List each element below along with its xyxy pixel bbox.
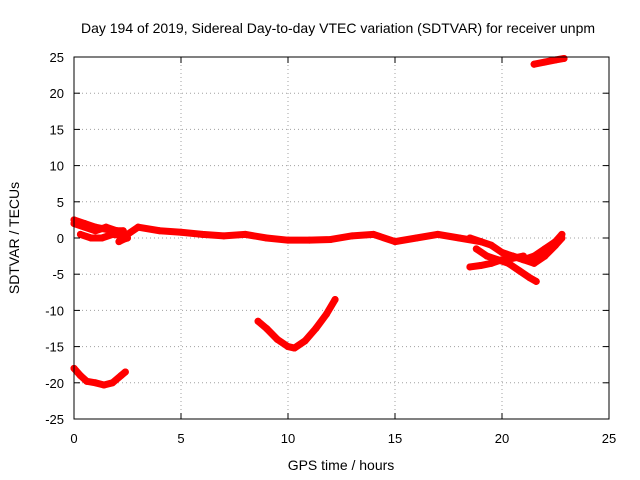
data-point — [477, 238, 485, 246]
data-point — [487, 259, 495, 267]
data-point — [541, 252, 549, 260]
data-point — [552, 56, 559, 64]
data-point — [532, 277, 540, 285]
data-point — [76, 372, 84, 380]
x-tick-label: 5 — [177, 431, 184, 446]
data-point — [76, 230, 84, 238]
y-axis-label: SDTVAR / TECUs — [6, 182, 22, 294]
x-tick-label: 10 — [281, 431, 295, 446]
data-point — [327, 235, 335, 243]
data-point — [177, 228, 185, 236]
data-point — [526, 274, 534, 282]
data-point — [519, 256, 527, 264]
data-point — [81, 220, 89, 228]
data-point — [466, 263, 474, 271]
data-point — [323, 310, 331, 318]
data-point — [498, 248, 506, 256]
data-point — [331, 296, 339, 304]
data-point — [560, 54, 568, 62]
data-point — [109, 379, 117, 387]
y-tick-label: -5 — [52, 267, 64, 282]
data-point — [220, 232, 228, 240]
data-point — [348, 232, 356, 240]
y-tick-label: 25 — [50, 50, 64, 65]
data-point — [284, 343, 292, 351]
data-point — [273, 335, 281, 343]
data-point — [100, 381, 108, 389]
x-tick-label: 15 — [388, 431, 402, 446]
data-point — [472, 245, 480, 253]
data-point — [412, 234, 420, 242]
data-point — [198, 230, 206, 238]
chart-series-group — [70, 54, 568, 389]
x-tick-label: 20 — [495, 431, 509, 446]
data-point — [455, 234, 463, 242]
x-tick-label: 0 — [70, 431, 77, 446]
data-point — [541, 58, 549, 66]
data-point — [263, 325, 271, 332]
series-arc-mid-low — [254, 296, 339, 352]
data-point — [552, 241, 559, 249]
data-point — [477, 262, 485, 270]
x-tick-label: 25 — [602, 431, 616, 446]
y-tick-label: 10 — [50, 159, 64, 174]
data-point — [483, 252, 491, 260]
series-arc-late-high — [530, 54, 568, 68]
data-point — [498, 256, 506, 264]
data-point — [558, 234, 566, 242]
data-point — [466, 234, 474, 242]
data-point — [102, 225, 110, 233]
data-point — [515, 267, 523, 275]
data-point — [87, 234, 95, 242]
data-point — [134, 223, 142, 231]
data-point — [530, 60, 538, 68]
data-point — [109, 230, 117, 238]
y-tick-label: 20 — [50, 86, 64, 101]
y-tick-label: 0 — [57, 231, 64, 246]
data-point — [241, 230, 249, 238]
data-point — [124, 234, 131, 242]
y-tick-label: -25 — [45, 412, 64, 427]
y-tick-label: -20 — [45, 376, 64, 391]
data-point — [370, 230, 378, 238]
data-point — [530, 252, 538, 260]
data-point — [263, 234, 271, 242]
y-tick-label: -15 — [45, 340, 64, 355]
data-point — [284, 236, 292, 244]
y-tick-label: 5 — [57, 195, 64, 210]
data-point — [391, 238, 399, 246]
data-point — [254, 317, 262, 325]
x-axis-label: GPS time / hours — [288, 457, 395, 473]
data-point — [91, 223, 99, 231]
data-point — [530, 259, 538, 267]
data-point — [98, 234, 106, 242]
data-point — [434, 230, 442, 238]
data-point — [487, 241, 495, 249]
y-tick-label: 15 — [50, 122, 64, 137]
chart-title: Day 194 of 2019, Sidereal Day-to-day VTE… — [81, 20, 595, 36]
data-point — [305, 236, 313, 244]
data-point — [91, 379, 99, 387]
data-point — [290, 344, 298, 352]
data-point — [301, 337, 309, 345]
data-point — [156, 227, 164, 235]
data-point — [312, 325, 320, 332]
chart-ticks: 0 5 10 15 20 25 25 20 15 10 5 0 -5 -10 -15 -20 -25 — [45, 50, 616, 446]
data-point — [509, 252, 517, 260]
y-tick-label: -10 — [45, 303, 64, 318]
data-point — [121, 368, 129, 376]
data-point — [83, 377, 91, 385]
